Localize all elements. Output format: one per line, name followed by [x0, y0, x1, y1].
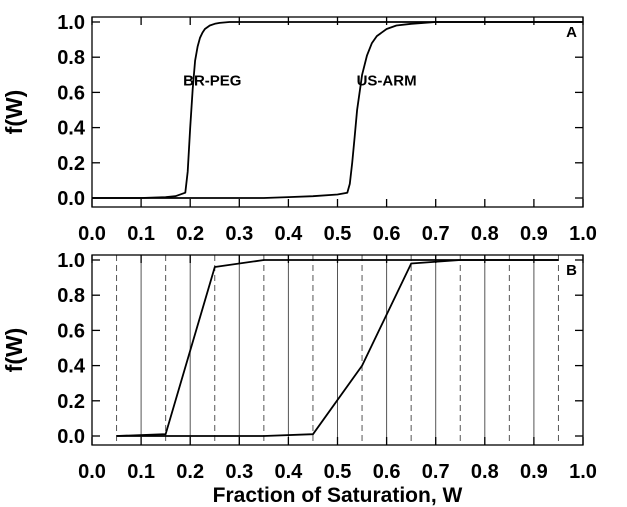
- y-tick-label: 0.2: [57, 153, 85, 175]
- x-tick-label: 1.0: [569, 223, 597, 245]
- x-tick-label: 0.8: [471, 461, 499, 483]
- x-tick-label: 1.0: [569, 461, 597, 483]
- y-tick-label: 0.0: [57, 426, 85, 448]
- y-tick-label: 0.6: [57, 82, 85, 104]
- panel-label: A: [566, 24, 577, 41]
- x-tick-label: 0.2: [176, 461, 204, 483]
- x-tick-label: 0.7: [422, 223, 450, 245]
- series-annotation: BR-PEG: [183, 72, 241, 89]
- y-axis-label: f(W): [1, 90, 27, 135]
- y-tick-label: 1.0: [57, 250, 85, 272]
- x-tick-label: 0.0: [78, 461, 106, 483]
- y-tick-label: 0.8: [57, 285, 85, 307]
- x-tick-label: 0.9: [520, 223, 548, 245]
- x-tick-label: 0.4: [274, 223, 303, 245]
- x-tick-label: 0.1: [127, 223, 155, 245]
- y-axis-label: f(W): [1, 328, 27, 373]
- series-line-2: [92, 21, 583, 199]
- x-tick-label: 0.4: [274, 461, 303, 483]
- x-tick-label: 0.3: [225, 223, 253, 245]
- y-tick-label: 0.6: [57, 320, 85, 342]
- panel-a: 0.0 0.1 0.2 0.3 0.4 0.5 0.6 0.7 0.8 0.9 1.0 0.0 0.2 0…: [1, 12, 597, 245]
- panel-b: 0.0 0.1 0.2 0.3 0.4 0.5 0.6 0.7 0.8 0.9 1.0 0.0 0.2 0…: [1, 250, 597, 507]
- y-tick-label: 0.2: [57, 391, 85, 413]
- y-tick-label: 0.8: [57, 47, 85, 69]
- series-annotation: US-ARM: [357, 72, 417, 89]
- x-tick-label: 0.8: [471, 223, 499, 245]
- y-tick-label: 1.0: [57, 12, 85, 34]
- plot-frame: [91, 16, 584, 208]
- x-tick-label: 0.6: [373, 461, 401, 483]
- panel-label: B: [566, 262, 577, 279]
- series-line-1: [92, 21, 583, 199]
- x-axis-label: Fraction of Saturation, W: [213, 484, 463, 507]
- x-tick-label: 0.6: [373, 223, 401, 245]
- x-tick-label: 0.3: [225, 461, 253, 483]
- x-tick-label: 0.5: [324, 223, 352, 245]
- x-tick-label: 0.1: [127, 461, 155, 483]
- x-tick-label: 0.5: [324, 461, 352, 483]
- x-tick-label: 0.7: [422, 461, 450, 483]
- x-tick-label: 0.9: [520, 461, 548, 483]
- y-tick-label: 0.4: [57, 356, 86, 378]
- y-tick-label: 0.4: [57, 118, 86, 140]
- y-tick-label: 0.0: [57, 188, 85, 210]
- x-tick-label: 0.0: [78, 223, 106, 245]
- x-tick-label: 0.2: [176, 223, 204, 245]
